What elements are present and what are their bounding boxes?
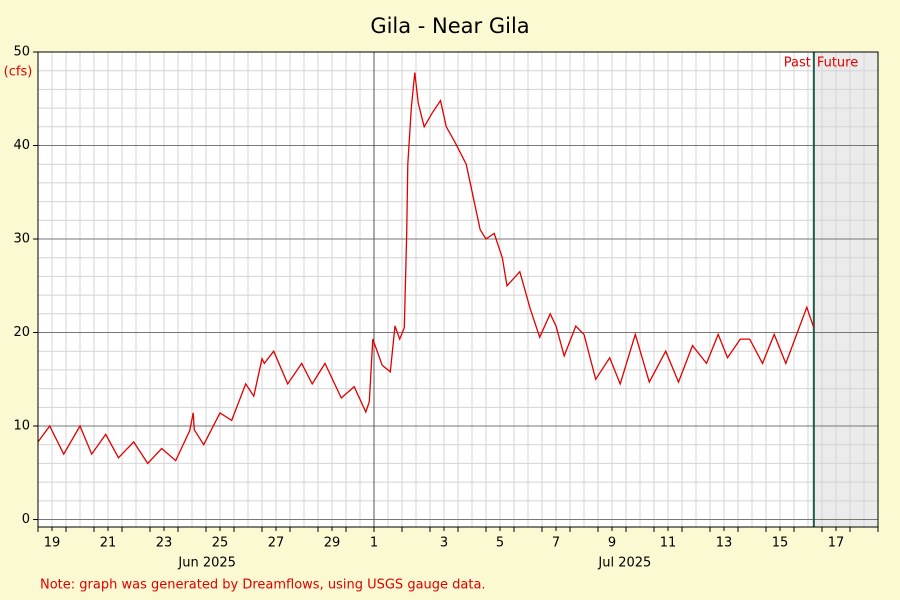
x-tick-label: 29	[324, 536, 341, 551]
future-label: Future	[817, 56, 858, 71]
x-tick-label: 25	[212, 536, 229, 551]
month-label: Jun 2025	[177, 556, 236, 571]
x-tick-label: 17	[828, 536, 845, 551]
x-tick-label: 21	[100, 536, 117, 551]
x-tick-label: 15	[772, 536, 789, 551]
x-tick-label: 5	[496, 536, 504, 551]
y-tick-label: 30	[13, 232, 30, 247]
chart-title: Gila - Near Gila	[370, 14, 529, 38]
x-tick-label: 11	[660, 536, 677, 551]
y-tick-label: 20	[13, 325, 30, 340]
future-region	[813, 52, 878, 527]
past-label: Past	[784, 56, 811, 71]
y-tick-label: 50	[13, 45, 30, 60]
flow-line	[37, 72, 815, 465]
x-tick-label: 9	[608, 536, 616, 551]
month-label: Jul 2025	[597, 556, 651, 571]
y-axis-label: (cfs)	[4, 65, 33, 80]
x-tick-label: 3	[440, 536, 448, 551]
x-tick-label: 7	[552, 536, 560, 551]
note: Note: graph was generated by Dreamflows,…	[40, 578, 486, 593]
x-tick-label: 19	[44, 536, 61, 551]
y-tick-label: 10	[13, 419, 30, 434]
x-tick-label: 1	[370, 536, 378, 551]
x-tick-label: 23	[156, 536, 173, 551]
x-tick-label: 13	[716, 536, 733, 551]
x-tick-label: 27	[268, 536, 285, 551]
y-tick-label: 0	[22, 512, 30, 527]
y-tick-label: 40	[13, 138, 30, 153]
plot-border	[37, 51, 879, 528]
